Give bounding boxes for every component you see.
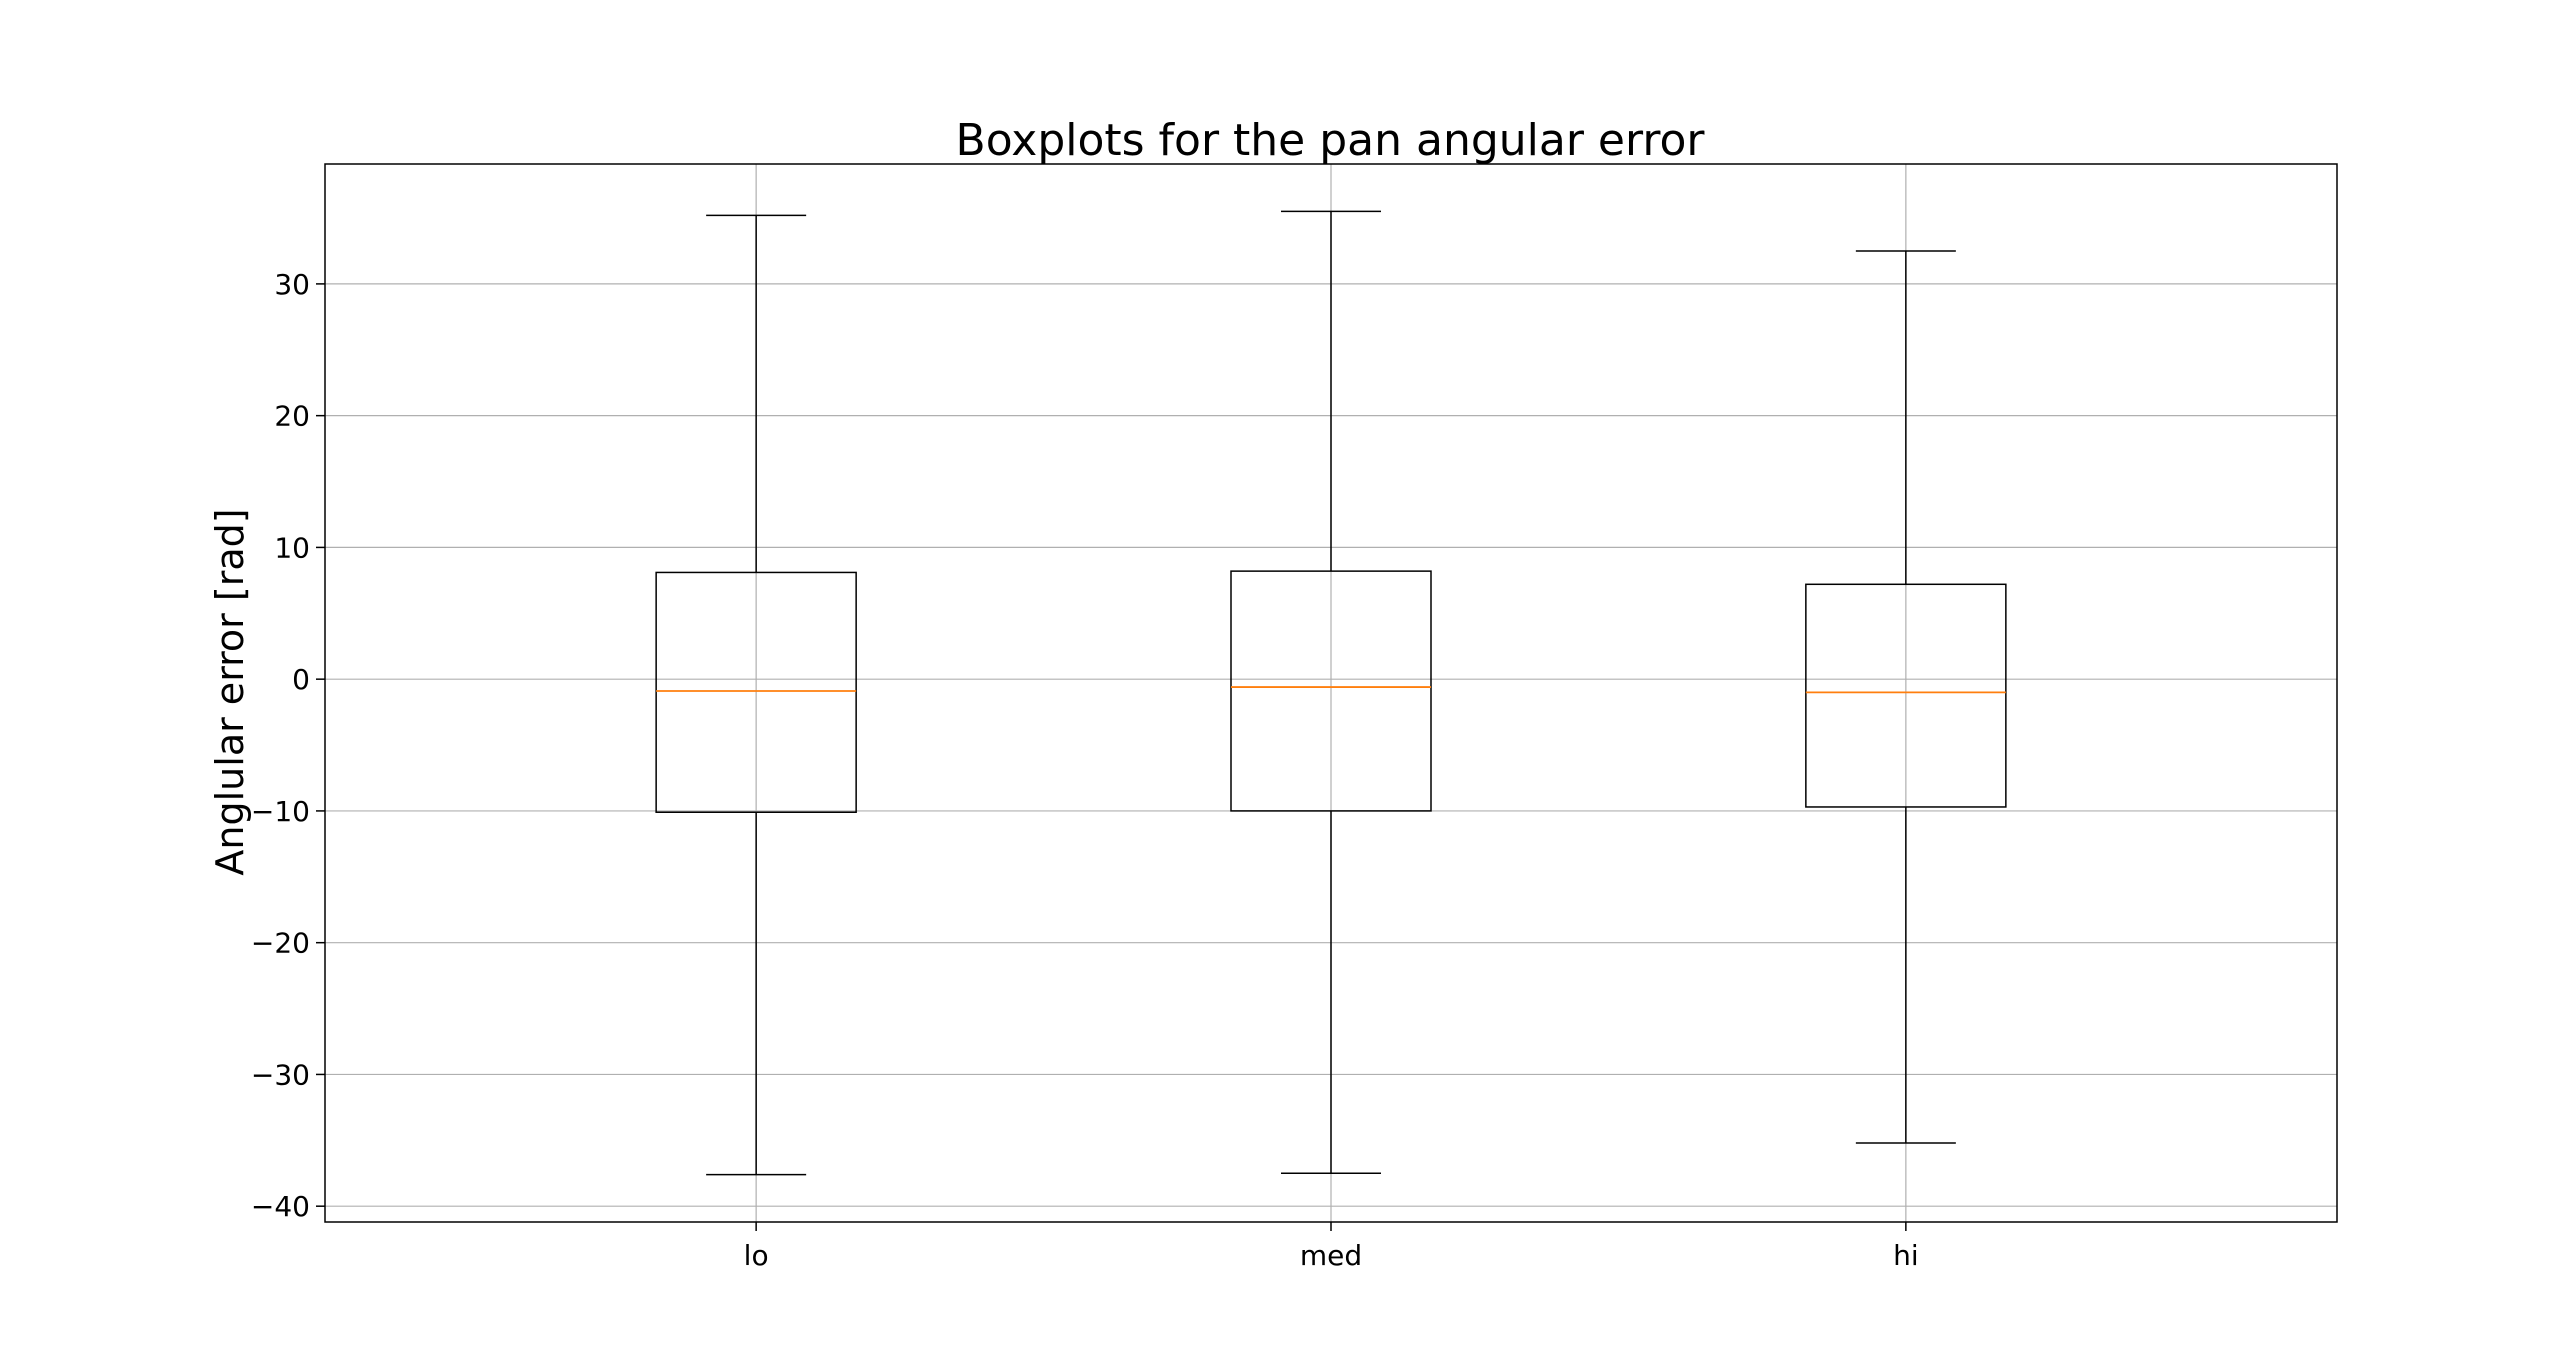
iqr-box <box>1805 583 2007 808</box>
y-tick-label: −30 <box>251 1058 310 1091</box>
y-tick-label: −20 <box>251 927 310 960</box>
y-tick-label: 30 <box>274 268 310 301</box>
y-tick-label: −10 <box>251 795 310 828</box>
x-tick-label: med <box>1300 1239 1362 1272</box>
box-layer <box>655 210 2007 1176</box>
y-tick-label: 0 <box>292 663 310 696</box>
x-tick-label: hi <box>1893 1239 1919 1272</box>
tick-layer: −40 −30 −20 −10 0 10 20 30 lo med hi <box>251 268 1919 1272</box>
y-tick-label: −40 <box>251 1190 310 1223</box>
iqr-box <box>655 571 857 813</box>
iqr-box <box>1230 570 1432 812</box>
y-tick-label: 20 <box>274 400 310 433</box>
box-lo <box>655 214 857 1176</box>
y-tick-label: 10 <box>274 531 310 564</box>
box-hi <box>1805 250 2007 1144</box>
box-med <box>1230 210 1432 1175</box>
x-tick-label: lo <box>744 1239 769 1272</box>
chart-title: Boxplots for the pan angular error <box>956 115 1706 166</box>
y-axis-label: Anglular error [rad] <box>208 508 252 875</box>
